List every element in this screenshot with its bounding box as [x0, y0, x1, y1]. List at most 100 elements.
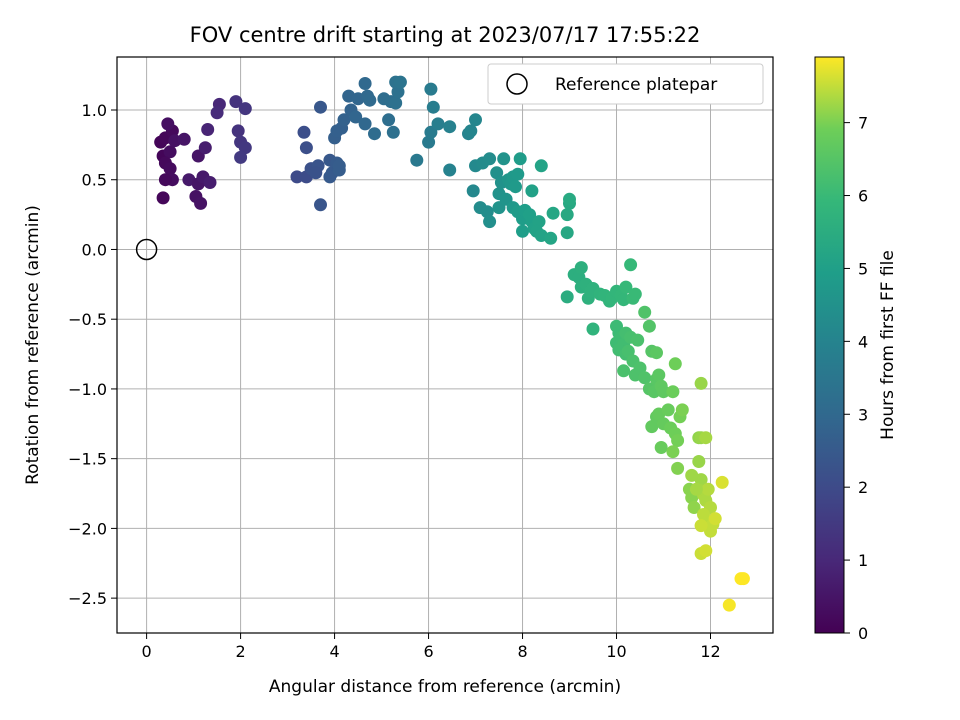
colorbar-tick-label: 2 [858, 478, 868, 497]
data-point [483, 152, 497, 166]
data-point [617, 364, 631, 378]
data-point [628, 287, 642, 301]
y-tick-label: −2.0 [68, 519, 107, 538]
data-point [642, 319, 656, 333]
data-point [671, 461, 685, 475]
x-tick-label: 12 [700, 642, 720, 661]
data-point [177, 132, 191, 146]
y-tick-label: −1.0 [68, 380, 107, 399]
colorbar-label: Hours from first FF file [878, 250, 898, 440]
data-point [203, 176, 217, 189]
x-axis-ticks: 0 2 4 6 8 10 12 [142, 633, 721, 661]
data-point [238, 141, 252, 155]
data-point [638, 305, 652, 319]
data-point [386, 125, 400, 139]
data-point [685, 468, 699, 482]
data-point [156, 191, 170, 205]
y-axis-label: Rotation from reference (arcmin) [23, 205, 43, 485]
data-point [422, 135, 436, 149]
data-point [464, 124, 478, 138]
data-point [358, 117, 372, 131]
colorbar-tick-label: 0 [858, 624, 868, 643]
data-point [638, 371, 652, 385]
data-point [424, 82, 438, 96]
data-point [194, 196, 208, 210]
y-tick-label: −1.5 [68, 450, 107, 469]
data-point [624, 258, 638, 272]
data-point [675, 403, 689, 417]
data-point [299, 141, 313, 155]
data-point [431, 117, 445, 131]
reference-platepar-marker [135, 238, 158, 261]
data-point [393, 75, 407, 89]
data-point [323, 170, 337, 184]
data-point [466, 184, 480, 198]
data-point [544, 231, 558, 245]
data-point [511, 167, 525, 181]
data-point [621, 344, 635, 358]
data-point [349, 110, 363, 124]
x-tick-label: 6 [423, 642, 433, 661]
data-point [704, 524, 717, 538]
x-tick-label: 2 [235, 642, 245, 661]
data-point [513, 152, 527, 166]
data-point [368, 127, 381, 141]
data-point [560, 290, 574, 304]
data-point [560, 208, 574, 222]
data-point [309, 166, 323, 180]
data-point [708, 512, 722, 526]
data-point [654, 441, 668, 454]
data-point [574, 261, 588, 275]
data-point [701, 482, 715, 496]
data-point [231, 124, 245, 138]
data-point [692, 455, 706, 468]
colorbar: 0 1 2 3 4 5 6 7 Hours from first FF file [814, 56, 898, 643]
data-point [560, 226, 574, 240]
data-point [490, 166, 504, 180]
y-tick-label: 0.5 [82, 171, 107, 190]
x-axis-label: Angular distance from reference (arcmin) [269, 677, 621, 697]
data-point [497, 152, 511, 166]
data-point [689, 482, 703, 496]
data-point [661, 403, 675, 417]
data-point [389, 96, 403, 110]
chart-title: FOV centre drift starting at 2023/07/17 … [190, 23, 701, 47]
data-point [163, 162, 177, 176]
data-point [694, 519, 708, 533]
data-point [666, 445, 680, 459]
data-point [657, 385, 670, 399]
data-point [722, 598, 736, 612]
colorbar-ticks: 0 1 2 3 4 5 6 7 [844, 114, 868, 643]
data-point [443, 163, 457, 177]
y-axis-ticks: −2.5 −2.0 −1.5 −1.0 −0.5 0.0 0.5 1.0 [68, 101, 117, 608]
colorbar-tick-label: 4 [858, 332, 868, 351]
data-point [668, 357, 682, 371]
data-point [534, 159, 548, 173]
y-tick-label: −0.5 [68, 310, 107, 329]
data-point [736, 572, 750, 586]
colorbar-gradient [814, 56, 845, 634]
data-point [290, 170, 304, 184]
y-tick-label: 0.0 [82, 240, 107, 259]
data-point [652, 368, 666, 382]
data-point [410, 153, 424, 167]
data-point [509, 180, 522, 194]
reference-marker-layer [135, 238, 158, 261]
colorbar-tick-label: 5 [858, 259, 868, 278]
grid-lines [117, 57, 773, 633]
data-point [161, 117, 175, 131]
y-tick-label: 1.0 [82, 101, 107, 120]
data-point [363, 93, 377, 107]
data-point [163, 145, 177, 159]
legend-box [487, 63, 764, 105]
data-point [525, 184, 539, 198]
data-point [671, 434, 685, 447]
colorbar-tick-label: 7 [858, 114, 868, 133]
data-point [332, 159, 346, 173]
colorbar-tick-label: 1 [858, 551, 868, 570]
data-point [391, 85, 405, 99]
plot-frame [116, 56, 774, 634]
legend: Reference platepar [487, 63, 764, 105]
data-point [619, 280, 633, 294]
data-point [210, 106, 224, 120]
